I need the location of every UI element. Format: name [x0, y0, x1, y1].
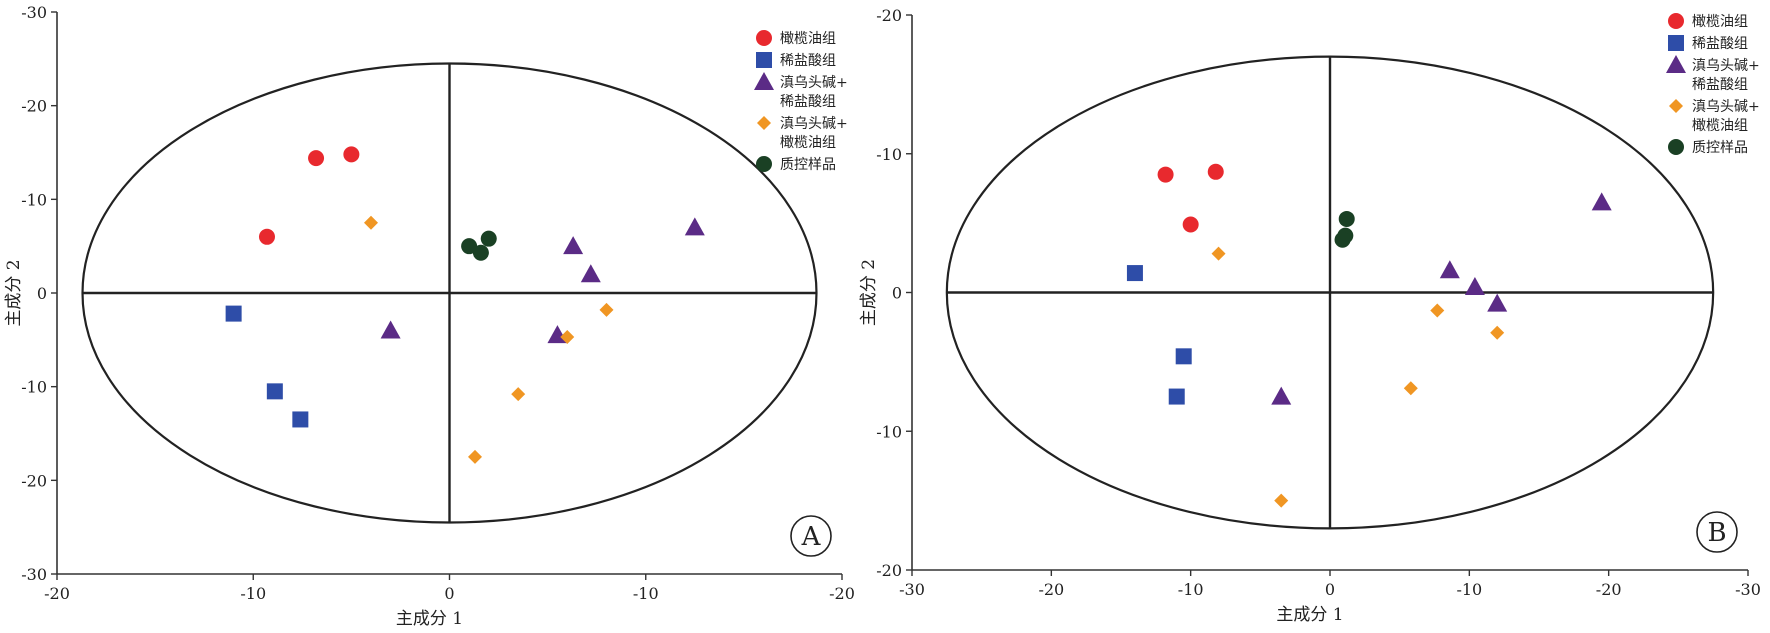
data-point-square	[292, 411, 309, 428]
data-point-square	[225, 305, 242, 322]
legend-label: 滇乌头碱+	[1692, 58, 1760, 74]
legend-label: 滇乌头碱+	[780, 116, 848, 132]
legend-marker-triangle	[754, 72, 774, 90]
x-tick-label: -30	[899, 580, 925, 599]
panel-badge-circle	[790, 515, 832, 557]
data-point-circle	[308, 150, 325, 167]
data-point-diamond	[1403, 381, 1418, 396]
x-tick-label: -30	[1735, 580, 1761, 599]
data-point-diamond	[364, 215, 378, 230]
y-tick-label: -10	[876, 422, 902, 441]
legend-marker-circle	[1668, 13, 1684, 29]
data-point-circle	[343, 146, 360, 163]
x-tick-label: -20	[44, 584, 70, 603]
legend-label: 橄榄油组	[1692, 14, 1748, 30]
legend-marker-triangle	[1666, 55, 1686, 73]
data-point-triangle	[1591, 192, 1612, 211]
data-point-circle	[1207, 163, 1224, 180]
legend-label: 橄榄油组	[780, 135, 836, 151]
x-axis-title: 主成分 1	[1276, 605, 1343, 625]
data-point-circle	[1157, 166, 1174, 183]
data-point-circle	[480, 230, 497, 247]
data-point-triangle	[1464, 276, 1485, 295]
y-tick-label: -20	[876, 561, 902, 580]
data-point-triangle	[580, 264, 601, 283]
data-point-circle	[258, 228, 275, 245]
data-point-diamond	[468, 449, 483, 464]
panel-label: A	[801, 522, 822, 552]
legend-label: 稀盐酸组	[780, 53, 836, 69]
y-tick-label: -20	[21, 97, 47, 116]
x-tick-label: 0	[1325, 580, 1335, 599]
y-tick-label: -30	[21, 565, 47, 584]
data-point-circle	[1182, 216, 1199, 233]
x-tick-label: -10	[1456, 580, 1482, 599]
legend-label: 橄榄油组	[780, 31, 836, 47]
x-tick-label: -10	[240, 584, 266, 603]
x-tick-label: -20	[1596, 580, 1622, 599]
data-point-circle	[1338, 210, 1355, 227]
data-point-square	[1175, 348, 1192, 365]
data-point-triangle	[1271, 386, 1292, 405]
y-tick-label: -10	[21, 378, 47, 397]
data-point-circle	[472, 244, 489, 261]
panel-label: B	[1707, 518, 1726, 548]
data-point-diamond	[1430, 303, 1445, 318]
legend-label: 质控样品	[1692, 140, 1748, 156]
data-point-triangle	[684, 217, 705, 236]
y-tick-label: -20	[876, 6, 902, 25]
data-point-circle	[1334, 231, 1351, 248]
data-point-triangle	[380, 320, 401, 339]
x-tick-label: -20	[829, 584, 855, 603]
y-tick-label: -30	[21, 3, 47, 22]
data-point-triangle	[1439, 260, 1460, 279]
data-point-square	[1168, 388, 1185, 405]
legend-marker-diamond	[1669, 99, 1683, 113]
data-point-diamond	[511, 387, 526, 402]
x-tick-label: -10	[633, 584, 659, 603]
y-tick-label: 0	[37, 284, 47, 303]
legend-marker-square	[756, 52, 772, 68]
data-point-triangle	[1487, 293, 1508, 312]
data-point-diamond	[560, 330, 575, 345]
y-axis-title: 主成分 2	[4, 259, 24, 326]
data-point-diamond	[1490, 325, 1505, 340]
legend-label: 滇乌头碱+	[1692, 99, 1760, 115]
y-tick-label: -10	[21, 190, 47, 209]
legend-label: 质控样品	[780, 157, 836, 173]
legend-label: 橄榄油组	[1692, 118, 1748, 134]
data-point-square	[1126, 265, 1143, 282]
x-tick-label: 0	[444, 584, 454, 603]
x-axis-title: 主成分 1	[396, 609, 463, 629]
legend-marker-square	[1668, 35, 1684, 51]
y-tick-label: -20	[21, 471, 47, 490]
data-point-diamond	[1211, 246, 1226, 261]
data-point-square	[266, 383, 283, 400]
legend-marker-diamond	[757, 116, 771, 130]
y-axis-title: 主成分 2	[859, 259, 879, 326]
y-tick-label: 0	[892, 284, 902, 303]
x-tick-label: -10	[1178, 580, 1204, 599]
data-point-triangle	[563, 236, 584, 255]
y-tick-label: -10	[876, 145, 902, 164]
data-point-diamond	[1274, 493, 1289, 508]
data-point-circle	[461, 238, 478, 255]
legend-marker-circle	[1668, 139, 1684, 155]
legend-label: 滇乌头碱+	[780, 75, 848, 91]
legend-marker-circle	[756, 30, 772, 46]
panel-badge-circle	[1696, 511, 1738, 553]
legend-label: 稀盐酸组	[1692, 77, 1748, 93]
legend-label: 稀盐酸组	[780, 94, 836, 110]
x-tick-label: -20	[1038, 580, 1064, 599]
data-point-diamond	[599, 302, 614, 317]
legend-label: 稀盐酸组	[1692, 36, 1748, 52]
legend-marker-circle	[756, 156, 772, 172]
